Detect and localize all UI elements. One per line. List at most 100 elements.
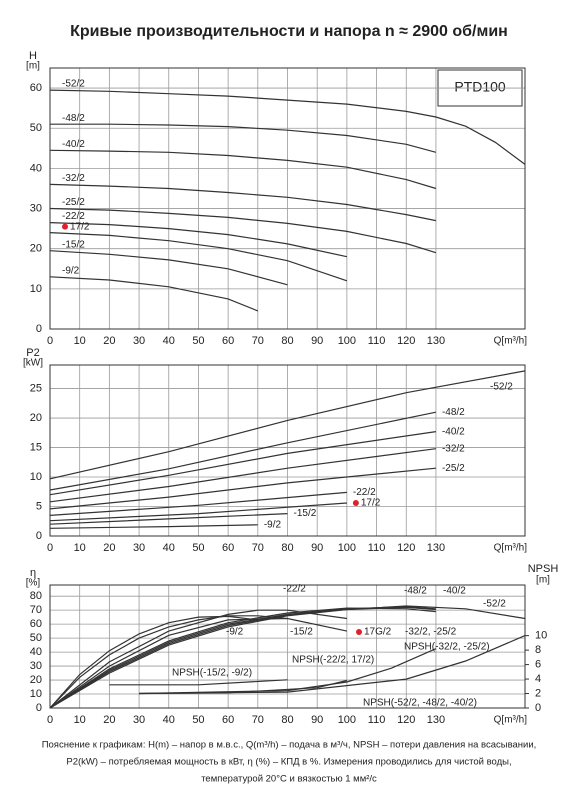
x-tick-label: 0 [47,335,53,347]
y-tick-label: 40 [30,162,42,174]
y-tick-label: 50 [30,632,42,644]
x-tick-label: 10 [74,335,86,347]
x-tick-label: 70 [252,542,264,554]
curve [49,502,347,522]
note: температурой 20°С и вязкостью 1 мм²/с [201,774,377,785]
curve [49,183,437,222]
series-label: NPSH(-32/2, -25/2) [404,642,490,653]
series-label: -15/2 [294,508,317,519]
curve [49,513,288,525]
plot-frame [49,364,526,537]
x-tick-label: 60 [222,335,234,347]
x-tick-label: 130 [427,335,445,347]
x-tick-label: 90 [311,542,323,554]
series-label: 17G/2 [364,627,392,638]
note: P2(kW) – потребляемая мощность в кВт, η … [66,757,511,768]
x-tick-label: 130 [427,714,445,726]
model-label: PTD100 [454,79,506,95]
y-tick-label: 30 [30,202,42,214]
y-tick-label: 50 [30,122,42,134]
y-tick-label: 0 [36,530,42,542]
y2-tick-label: 2 [535,687,541,699]
x-tick-label: 90 [311,335,323,347]
x-axis-label: Q[m³/h] [494,336,528,347]
y-tick-label: 5 [36,500,42,512]
x-tick-label: 120 [397,714,415,726]
marker-dot [356,629,362,635]
x-tick-label: 120 [397,542,415,554]
x-tick-label: 110 [368,714,386,726]
curve [50,123,437,153]
x-tick-label: 100 [338,542,356,554]
y2-tick-label: 0 [535,702,541,714]
series-label: -15/2 [62,239,85,250]
x-tick-label: 90 [311,714,323,726]
marker-dot [352,499,359,506]
y-tick-label: 20 [30,243,42,255]
series-label: -32/2 [62,173,85,184]
x-axis-label: Q[m³/h] [494,543,528,554]
series-label: -25/2 [62,197,85,208]
curve [49,448,436,503]
y-axis-unit: [m] [26,61,40,72]
x-tick-label: 30 [133,542,145,554]
x-tick-label: 50 [192,542,204,554]
y-tick-label: 20 [30,674,42,686]
y2-tick-label: 4 [535,673,541,685]
curve [139,635,526,695]
x-tick-label: 60 [222,542,234,554]
plot-frame [49,584,526,709]
series-label: -22/2 [283,584,306,595]
y-tick-label: 10 [30,688,42,700]
curve [49,609,347,709]
curve [49,615,288,709]
x-tick-label: 30 [133,335,145,347]
curve [49,431,436,496]
x-tick-label: 120 [397,335,415,347]
x-axis-label: Q[m³/h] [494,715,528,726]
curve [49,207,437,254]
x-tick-label: 70 [252,714,264,726]
page-title: Кривые производительности и напора n ≈ 2… [70,23,508,40]
y-tick-label: 60 [30,618,42,630]
x-tick-label: 70 [252,335,264,347]
x-tick-label: 0 [47,542,53,554]
x-tick-label: 60 [222,714,234,726]
y2-tick-label: 8 [535,644,541,656]
x-tick-label: 100 [338,714,356,726]
y-axis-label: H [29,50,37,62]
marker-dot [62,223,68,230]
x-tick-label: 80 [281,542,293,554]
series-label: -48/2 [442,407,465,418]
curve [49,222,348,258]
curve [49,524,258,529]
x-tick-label: 110 [368,542,386,554]
y-tick-label: 0 [36,323,42,335]
y-tick-label: 10 [30,283,42,295]
y-tick-label: 0 [36,702,42,714]
y-tick-label: 70 [30,604,42,616]
note: Пояснение к графикам: H(m) – напор в м.в… [42,740,537,751]
y2-tick-label: 10 [535,630,547,642]
series-label: -15/2 [290,627,313,638]
series-label: -9/2 [226,627,244,638]
curve [49,276,259,312]
y2-axis-label: NPSH [528,563,559,575]
y2-axis-unit: [m] [536,575,550,586]
y-axis-unit: [kW] [23,358,43,369]
series-label: -22/2 [62,211,85,222]
curve [49,606,436,709]
series-label: 17/2 [361,498,381,509]
series-label: -48/2 [62,113,85,124]
series-label: -40/2 [443,586,466,597]
curve [49,370,526,480]
x-tick-label: 100 [338,335,356,347]
series-label: -52/2 [62,79,85,90]
x-tick-label: 40 [163,542,175,554]
y-tick-label: 40 [30,646,42,658]
curve [109,679,288,686]
y-tick-label: 15 [30,441,42,453]
series-label: NPSH(-22/2, 17/2) [292,655,374,666]
curve [49,605,526,709]
series-label: -52/2 [490,382,513,393]
